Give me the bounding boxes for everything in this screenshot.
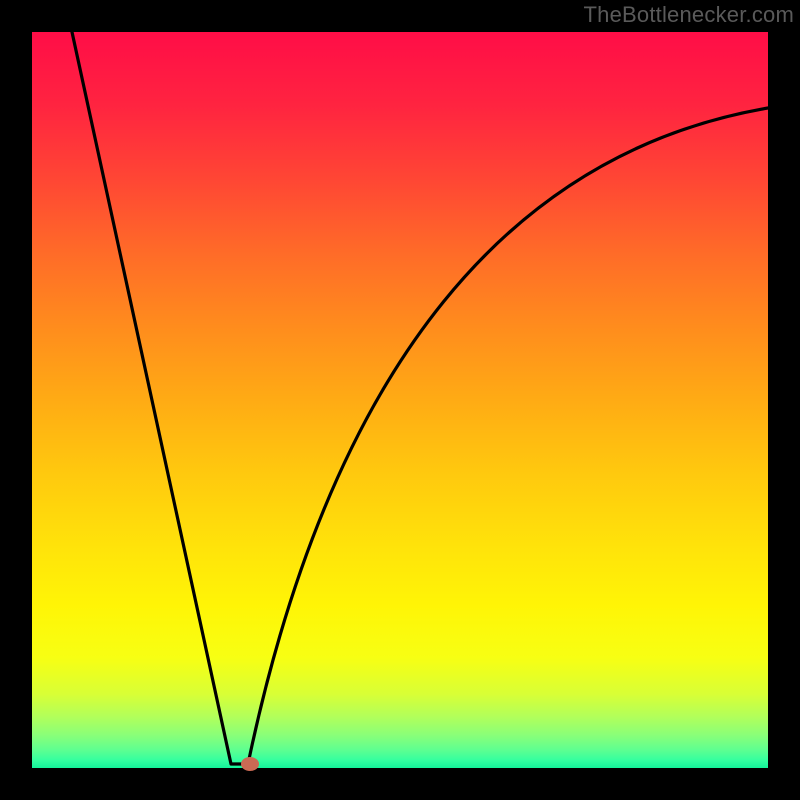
plot-area (32, 32, 768, 768)
optimum-marker (241, 757, 259, 771)
curve-path (72, 32, 768, 764)
chart-frame: TheBottlenecker.com (0, 0, 800, 800)
watermark-label: TheBottlenecker.com (584, 2, 794, 28)
bottleneck-curve (32, 32, 768, 768)
